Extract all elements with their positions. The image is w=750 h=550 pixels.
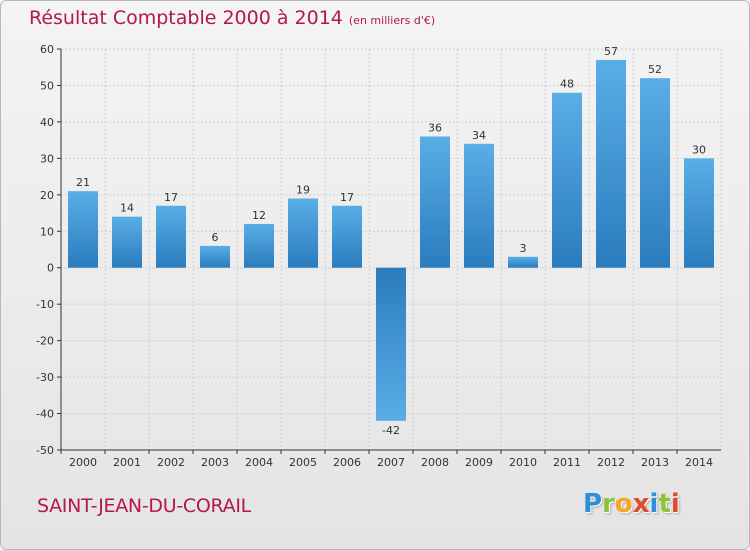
- axes: [57, 48, 721, 454]
- logo-letter: r: [602, 489, 615, 519]
- bar: [68, 191, 98, 268]
- bar: [508, 256, 538, 268]
- y-tick-label: 0: [47, 262, 54, 275]
- data-label: 6: [212, 231, 219, 244]
- bar: [112, 216, 142, 268]
- data-label: 12: [252, 209, 266, 222]
- data-label: 34: [472, 129, 486, 142]
- data-label: 21: [76, 176, 90, 189]
- data-label: 48: [560, 78, 574, 91]
- x-tick-label: 2004: [245, 456, 273, 469]
- data-label: 14: [120, 202, 134, 215]
- x-tick-label: 2006: [333, 456, 361, 469]
- chart-title-text: Résultat Comptable 2000 à 2014: [29, 7, 343, 29]
- bar: [420, 136, 450, 268]
- chart-title: Résultat Comptable 2000 à 2014 (en millie…: [29, 7, 435, 29]
- x-tick-label: 2009: [465, 456, 493, 469]
- bar: [200, 245, 230, 268]
- bar: [376, 267, 406, 421]
- bars: [68, 59, 714, 421]
- logo-letter: P: [583, 489, 603, 519]
- y-tick-label: 60: [40, 43, 54, 56]
- data-label: 17: [164, 191, 178, 204]
- labels: 6050403020100-10-20-30-40-50212000142001…: [36, 43, 713, 469]
- x-tick-label: 2010: [509, 456, 537, 469]
- data-label: 57: [604, 45, 618, 58]
- data-label: 3: [520, 242, 527, 255]
- bar: [596, 59, 626, 268]
- bar: [684, 158, 714, 268]
- bar: [288, 198, 318, 268]
- y-tick-label: -50: [36, 444, 54, 457]
- y-tick-label: 50: [40, 79, 54, 92]
- x-tick-label: 2012: [597, 456, 625, 469]
- commune-name: SAINT-JEAN-DU-CORAIL: [37, 495, 251, 517]
- bar: [156, 205, 186, 268]
- y-tick-label: -40: [36, 408, 54, 421]
- x-tick-label: 2013: [641, 456, 669, 469]
- logo-letter: x: [632, 489, 650, 519]
- x-tick-label: 2011: [553, 456, 581, 469]
- y-tick-label: 10: [40, 225, 54, 238]
- proxiti-logo: Proxiti: [583, 489, 680, 519]
- x-tick-label: 2008: [421, 456, 449, 469]
- bar: [244, 223, 274, 268]
- data-label: -42: [382, 424, 400, 437]
- x-tick-label: 2003: [201, 456, 229, 469]
- logo-letter: o: [614, 489, 633, 519]
- data-label: 36: [428, 121, 442, 134]
- y-tick-label: -10: [36, 298, 54, 311]
- logo-letter: i: [649, 489, 659, 519]
- y-tick-label: 20: [40, 189, 54, 202]
- bar: [332, 205, 362, 268]
- data-label: 17: [340, 191, 354, 204]
- bar: [464, 143, 494, 268]
- y-tick-label: 40: [40, 116, 54, 129]
- logo-letter: t: [658, 489, 671, 519]
- x-tick-label: 2002: [157, 456, 185, 469]
- x-tick-label: 2000: [69, 456, 97, 469]
- data-label: 52: [648, 63, 662, 76]
- x-tick-label: 2005: [289, 456, 317, 469]
- y-tick-label: -30: [36, 371, 54, 384]
- y-tick-label: -20: [36, 335, 54, 348]
- x-tick-label: 2014: [685, 456, 713, 469]
- bar: [640, 78, 670, 268]
- y-tick-label: 30: [40, 152, 54, 165]
- data-label: 19: [296, 183, 310, 196]
- bar: [552, 92, 582, 268]
- x-tick-label: 2001: [113, 456, 141, 469]
- x-tick-label: 2007: [377, 456, 405, 469]
- logo-letter: i: [670, 489, 680, 519]
- chart-subtitle: (en milliers d'€): [348, 14, 436, 27]
- data-label: 30: [692, 143, 706, 156]
